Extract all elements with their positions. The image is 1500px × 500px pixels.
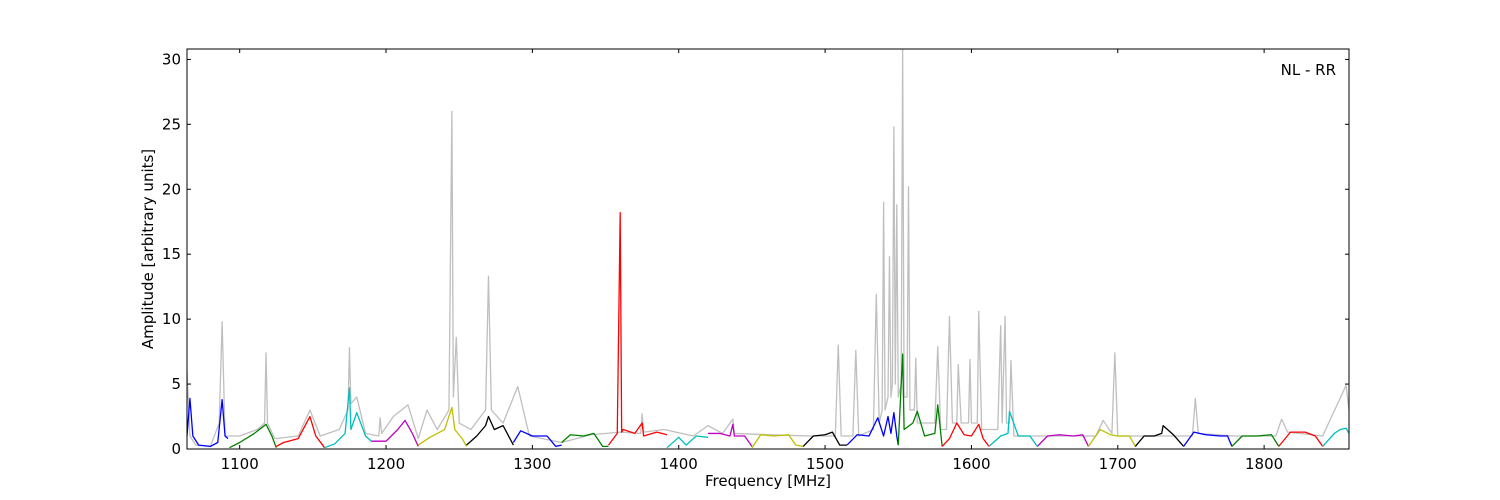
spectrum-line	[802, 431, 848, 447]
x-tick-label: 1100	[221, 455, 259, 473]
spectrum-line	[607, 211, 668, 446]
spectrum-line	[417, 406, 468, 447]
plot-frame	[186, 48, 1350, 450]
spectrum-line	[1087, 428, 1136, 447]
spectrum-line	[751, 434, 804, 449]
spectrum-line	[561, 432, 609, 448]
spectrum-line	[1134, 424, 1185, 447]
spectrum-line	[897, 353, 943, 447]
x-tick-label: 1800	[1245, 455, 1283, 473]
spectrum-line	[988, 410, 1038, 447]
x-tick-label: 1300	[513, 455, 551, 473]
x-tick-label: 1700	[1099, 455, 1137, 473]
y-axis-label: Amplitude [arbitrary units]	[139, 149, 157, 349]
spectrum-line	[666, 435, 709, 449]
spectrum-line	[1322, 427, 1349, 447]
spectrum-line	[324, 387, 372, 449]
x-axis-label: Frequency [MHz]	[705, 472, 831, 490]
spectrum-line	[708, 423, 753, 447]
y-tick-label: 0	[171, 440, 181, 458]
annotation: NL - RR	[1281, 61, 1336, 79]
spectrum-line	[466, 415, 514, 446]
spectrum-line	[187, 397, 229, 448]
x-tick-label: 1200	[367, 455, 405, 473]
y-tick-label: 20	[162, 180, 181, 198]
spectrum-line	[1183, 431, 1233, 447]
spectrum-line	[229, 423, 277, 449]
spectrum-line	[187, 49, 1349, 448]
y-tick-label: 10	[162, 310, 181, 328]
spectrum-line	[1278, 431, 1324, 447]
spectrum-line	[371, 419, 419, 447]
x-tick-label: 1600	[952, 455, 990, 473]
spectrum-line	[512, 430, 562, 448]
x-tick-label: 1500	[806, 455, 844, 473]
x-tick-label: 1400	[660, 455, 698, 473]
spectrum-line	[1036, 434, 1090, 447]
y-tick-label: 30	[162, 50, 181, 68]
spectrum-line	[846, 411, 899, 446]
y-tick-label: 5	[171, 375, 181, 393]
spectrum-line	[275, 415, 326, 449]
spectrum-line	[941, 422, 990, 447]
spectrum-line	[1231, 434, 1280, 447]
y-tick-label: 25	[162, 115, 181, 133]
y-tick-label: 15	[162, 245, 181, 263]
